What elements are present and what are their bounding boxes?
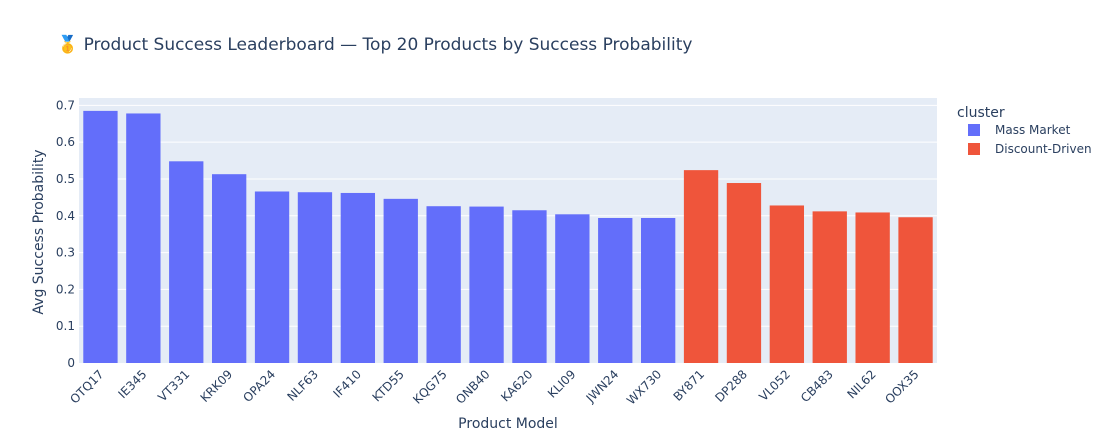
bar-vt331[interactable]: [169, 161, 204, 363]
y-tick-label: 0.3: [56, 246, 75, 260]
bar-krk09[interactable]: [211, 174, 247, 363]
bar-kqg75[interactable]: [426, 206, 461, 363]
x-tick-label: KA620: [498, 367, 535, 404]
y-tick-label: 0.6: [56, 135, 75, 149]
x-tick-label: CB483: [798, 367, 836, 405]
bars: [83, 110, 933, 363]
x-tick-label: KRK09: [198, 367, 236, 405]
x-tick-label: IF410: [330, 367, 363, 400]
bar-wx730[interactable]: [640, 217, 676, 363]
y-tick-label: 0.4: [56, 209, 75, 223]
x-tick-label: OPA24: [240, 367, 278, 405]
bar-jwn24[interactable]: [598, 217, 633, 363]
x-tick-label: KLI09: [545, 367, 578, 400]
x-tick-label: DP288: [712, 367, 750, 405]
bar-vl052[interactable]: [769, 205, 805, 363]
y-tick-label: 0.1: [56, 319, 75, 333]
y-tick-label: 0.7: [56, 98, 75, 112]
bar-ka620[interactable]: [512, 210, 547, 363]
x-tick-label: ONB40: [453, 367, 493, 407]
bar-ktd55[interactable]: [383, 198, 418, 363]
bar-onb40[interactable]: [469, 206, 504, 363]
bar-otq17[interactable]: [83, 110, 118, 363]
bar-nil62[interactable]: [855, 212, 890, 363]
bar-opa24[interactable]: [254, 191, 290, 363]
x-tick-label: JWN24: [583, 367, 622, 406]
x-axis-title: Product Model: [458, 416, 558, 432]
bar-nlf63[interactable]: [297, 192, 333, 363]
legend: cluster Mass Market Discount-Driven: [957, 105, 1092, 156]
bar-kli09[interactable]: [555, 214, 590, 363]
x-tick-label: VL052: [756, 367, 793, 404]
chart-title: 🥇 Product Success Leaderboard — Top 20 P…: [57, 34, 692, 55]
x-tick-label: VT331: [155, 367, 192, 404]
x-tick-label: OTQ17: [67, 367, 106, 406]
x-tick-label: KTD55: [370, 367, 407, 404]
y-axis-ticks: 0 0.1 0.2 0.3 0.4 0.5 0.6 0.7: [56, 98, 75, 370]
legend-swatch-discount-driven[interactable]: [968, 143, 980, 155]
bar-oox35[interactable]: [898, 217, 933, 363]
x-tick-label: NLF63: [284, 367, 321, 404]
x-tick-label: BY871: [671, 367, 708, 404]
x-tick-label: KQG75: [410, 367, 450, 407]
legend-title: cluster: [957, 105, 1005, 121]
y-tick-label: 0.5: [56, 172, 75, 186]
x-tick-label: WX730: [624, 367, 664, 407]
legend-item-label: Mass Market: [995, 123, 1071, 137]
legend-swatch-mass-market[interactable]: [968, 124, 980, 136]
bar-dp288[interactable]: [726, 183, 762, 363]
x-tick-label: NIL62: [844, 367, 878, 401]
legend-item-label: Discount-Driven: [995, 142, 1092, 156]
bar-if410[interactable]: [340, 192, 376, 363]
y-tick-label: 0: [67, 356, 75, 370]
bar-ie345[interactable]: [126, 113, 161, 363]
bar-by871[interactable]: [683, 170, 719, 363]
x-tick-label: IE345: [116, 367, 150, 401]
x-axis-ticks: OTQ17 IE345 VT331 KRK09 OPA24 NLF63 IF410 KTD55…: [67, 367, 921, 407]
x-tick-label: OOX35: [882, 367, 921, 406]
bar-cb483[interactable]: [812, 211, 847, 363]
y-tick-label: 0.2: [56, 282, 75, 296]
plot-area: [79, 98, 937, 363]
y-axis-title: Avg Success Probability: [31, 149, 47, 314]
